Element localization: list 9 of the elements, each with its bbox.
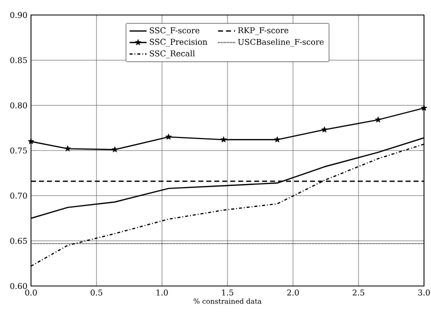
point [274,136,280,142]
point [321,126,328,132]
point [374,116,382,123]
point [64,145,71,152]
point [112,146,118,152]
point [165,134,172,140]
point [28,138,34,144]
point [420,104,428,111]
point [220,136,227,142]
